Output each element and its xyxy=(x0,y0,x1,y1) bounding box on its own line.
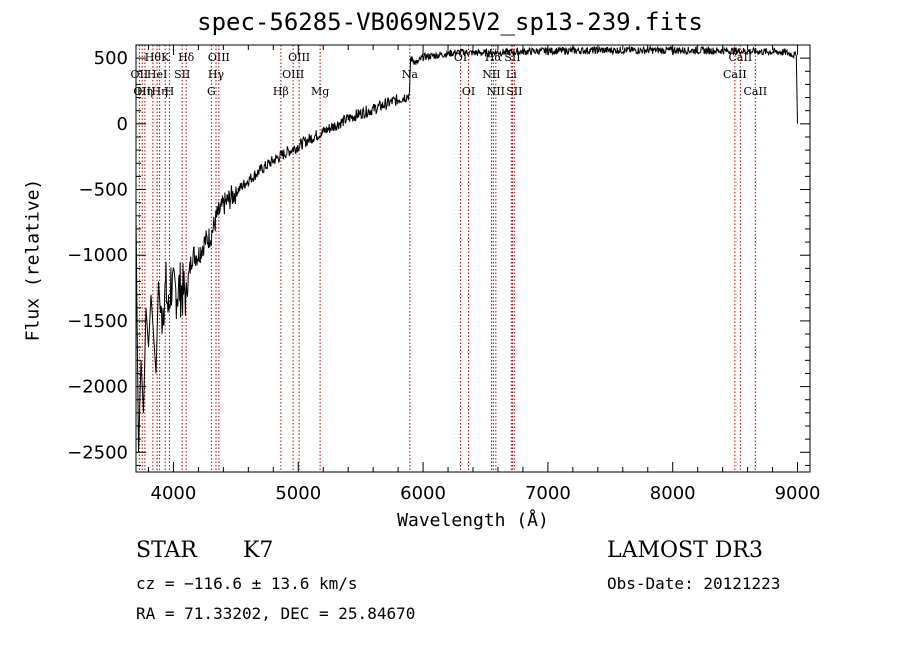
spectral-line-label: OIII xyxy=(282,68,304,81)
spectral-line-label: CaII xyxy=(729,51,753,64)
y-tick-label: 500 xyxy=(94,48,128,69)
x-tick-label: 9000 xyxy=(775,483,821,504)
y-tick-label: −1000 xyxy=(67,245,128,266)
x-tick-label: 7000 xyxy=(525,483,571,504)
y-axis-label: Flux (relative) xyxy=(22,178,44,342)
x-axis-label: Wavelength (Å) xyxy=(397,510,549,531)
object-class: STAR xyxy=(136,538,197,563)
spectral-line-label: NII xyxy=(482,68,500,81)
chart-title: spec-56285-VB069N25V2_sp13-239.fits xyxy=(197,8,703,36)
spectral-line-markers xyxy=(138,45,756,472)
y-tick-label: −500 xyxy=(79,180,128,201)
spectral-line-label: SII xyxy=(174,68,190,81)
spectral-line-label: HeI xyxy=(147,68,167,81)
y-tick-label: −2500 xyxy=(67,442,128,463)
spectral-line-label: Hη xyxy=(151,85,167,98)
spectral-line-label: Mg xyxy=(311,85,329,98)
spectral-line-label: K xyxy=(161,51,170,64)
y-axis-ticks: 500 0 −500 −1000 −1500 −2000 −2500 xyxy=(67,44,810,466)
spectral-line-label: OI xyxy=(462,85,475,98)
y-tick-label: −2000 xyxy=(67,377,128,398)
spectral-line-label: Hδ xyxy=(178,51,195,64)
spectral-line-label: OII xyxy=(133,85,151,98)
y-tick-label: −1500 xyxy=(67,311,128,332)
spectral-line-label: CaII xyxy=(723,68,747,81)
spectral-line-label: Hη xyxy=(137,85,153,98)
spectral-line-label: H xyxy=(165,85,175,98)
x-tick-label: 8000 xyxy=(650,483,696,504)
x-axis-ticks: 4000 5000 6000 7000 8000 9000 xyxy=(147,45,821,504)
spectral-line-label: OIII xyxy=(208,51,230,64)
object-subclass: K7 xyxy=(243,538,274,563)
spectral-line-labels: OIIOIIHηHθHeIHηKHSIIHδGHγOIIIHβOIIIOIIIM… xyxy=(131,51,768,98)
spectral-line-label: NII xyxy=(487,85,505,98)
plot-frame xyxy=(135,44,811,473)
spectral-line-label: G xyxy=(207,85,216,98)
spectral-line-label: OII xyxy=(131,68,149,81)
redshift-cz: cz = −116.6 ± 13.6 km/s xyxy=(136,574,358,593)
flux-series-line xyxy=(135,44,798,453)
coordinates: RA = 71.33202, DEC = 25.84670 xyxy=(136,604,416,623)
survey-name: LAMOST DR3 xyxy=(607,538,763,563)
y-tick-label: 0 xyxy=(117,114,128,135)
spectral-line-label: Hθ xyxy=(145,51,162,64)
spectral-line-label: Hβ xyxy=(273,85,289,98)
spectral-line-label: SII xyxy=(506,85,522,98)
x-tick-label: 4000 xyxy=(151,483,197,504)
x-tick-label: 6000 xyxy=(400,483,446,504)
spectral-line-label: Hγ xyxy=(208,68,225,81)
spectral-line-label: OIII xyxy=(288,51,310,64)
observation-date: Obs-Date: 20121223 xyxy=(607,574,781,593)
spectral-line-label: CaII xyxy=(743,85,767,98)
x-tick-label: 5000 xyxy=(275,483,321,504)
spectral-line-label: Li xyxy=(506,68,517,81)
